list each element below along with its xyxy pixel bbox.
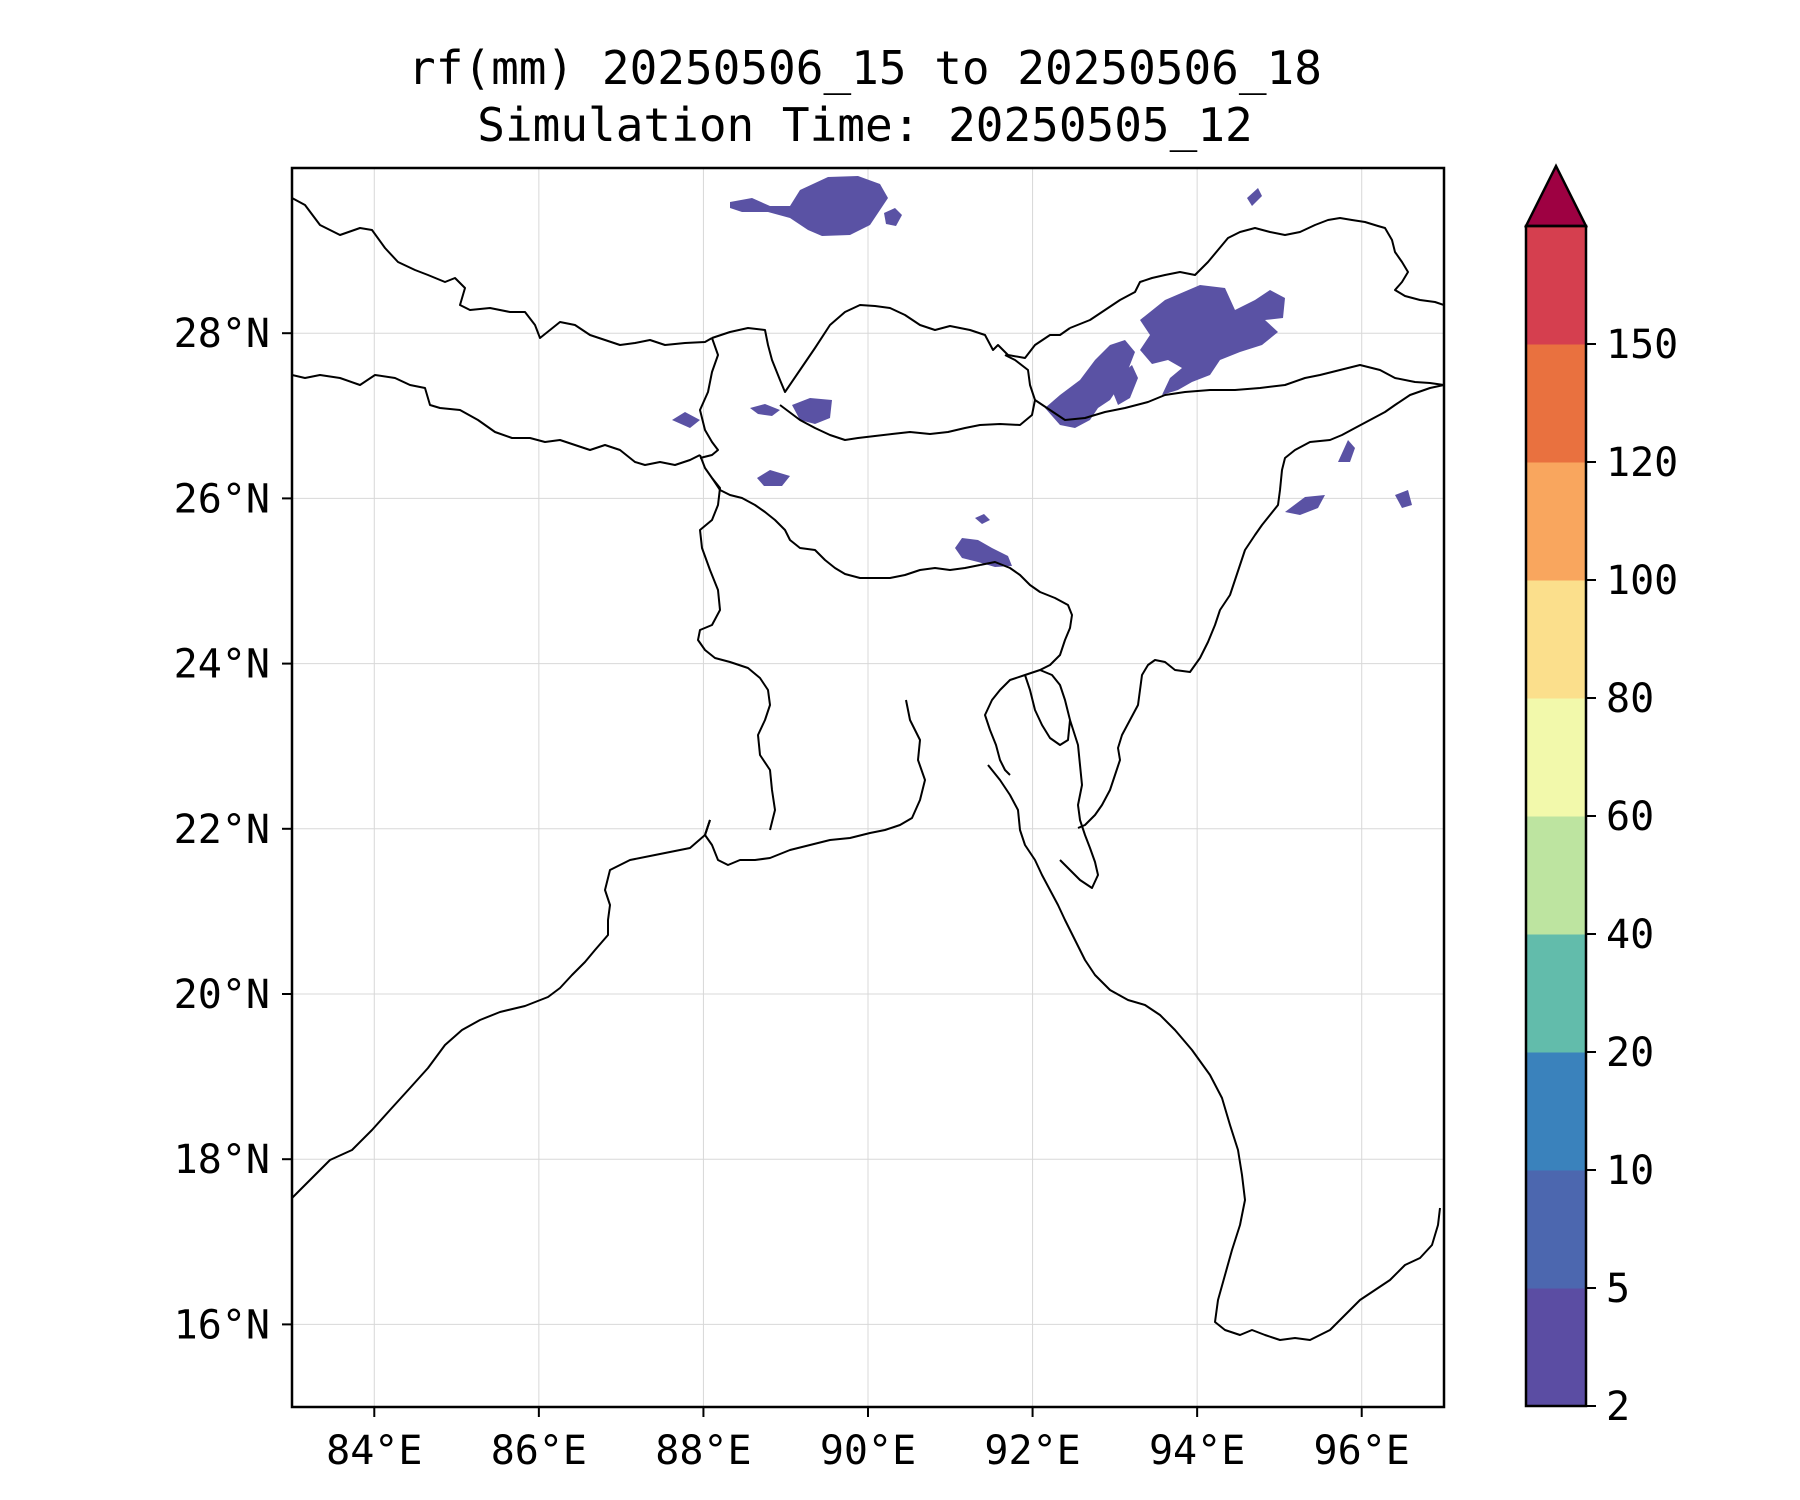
x-tick-label: 86°E bbox=[491, 1428, 587, 1474]
x-tick-label: 88°E bbox=[655, 1428, 751, 1474]
colorbar-tick-label: 80 bbox=[1606, 676, 1654, 722]
rain-patch-bhutan-south bbox=[792, 398, 832, 424]
y-tick-label: 18°N bbox=[174, 1137, 270, 1183]
colorbar: 2 5 10 20 40 60 80 100 120 150 bbox=[1523, 163, 1678, 1430]
rain-patch-assam-small bbox=[975, 514, 990, 524]
rain-patch-sikkim bbox=[672, 412, 700, 428]
border-tripura bbox=[1024, 669, 1071, 746]
y-axis-ticks: 16°N 18°N 20°N 22°N 24°N 26°N 28°N bbox=[174, 311, 292, 1348]
rain-patch-myanmar-border bbox=[1395, 490, 1412, 508]
border-mizoram-chin bbox=[1059, 719, 1099, 889]
x-tick-label: 90°E bbox=[820, 1428, 916, 1474]
border-bhutan-north bbox=[711, 304, 1071, 393]
border-nepal-south bbox=[292, 374, 701, 466]
colorbar-band bbox=[1526, 698, 1586, 817]
colorbar-tick-label: 120 bbox=[1606, 440, 1678, 486]
rain-patch-arunachal-mid bbox=[1112, 365, 1138, 405]
rain-patch-tibet-small bbox=[884, 208, 902, 226]
x-axis-ticks: 84°E 86°E 88°E 90°E 92°E 94°E 96°E bbox=[326, 1407, 1410, 1474]
border-arunachal-tibet bbox=[1069, 217, 1444, 329]
y-tick-label: 22°N bbox=[174, 807, 270, 853]
colorbar-band bbox=[1526, 462, 1586, 581]
border-bangladesh-east bbox=[979, 561, 1073, 776]
x-tick-label: 84°E bbox=[326, 1428, 422, 1474]
colorbar-band bbox=[1526, 1052, 1586, 1171]
x-tick-label: 94°E bbox=[1149, 1428, 1245, 1474]
map-title-line1: rf(mm) 20250506_15 to 20250506_18 bbox=[408, 41, 1322, 95]
rain-patch-upper-assam bbox=[1338, 440, 1355, 462]
y-tick-label: 26°N bbox=[174, 476, 270, 522]
colorbar-band bbox=[1526, 816, 1586, 935]
colorbar-tick-label: 2 bbox=[1606, 1384, 1630, 1430]
colorbar-tick-label: 40 bbox=[1606, 912, 1654, 958]
rain-patch-bengal-north bbox=[757, 470, 790, 486]
coastline-myanmar bbox=[987, 764, 1441, 1341]
colorbar-band bbox=[1526, 934, 1586, 1053]
rain-patch-assam-east bbox=[1285, 495, 1325, 515]
rainfall-patches bbox=[672, 176, 1412, 567]
colorbar-tick-label: 5 bbox=[1606, 1266, 1630, 1312]
map-title-line2: Simulation Time: 20250505_12 bbox=[477, 98, 1253, 152]
colorbar-band bbox=[1526, 226, 1586, 345]
colorbar-tick-label: 60 bbox=[1606, 794, 1654, 840]
y-tick-label: 20°N bbox=[174, 972, 270, 1018]
x-tick-label: 96°E bbox=[1314, 1428, 1410, 1474]
border-bangladesh-india-west bbox=[699, 454, 981, 579]
x-tick-label: 92°E bbox=[984, 1428, 1080, 1474]
colorbar-band bbox=[1526, 344, 1586, 463]
border-assam-arunachal-south bbox=[1034, 364, 1444, 421]
colorbar-tick-label: 100 bbox=[1606, 558, 1678, 604]
border-bhutan-south bbox=[779, 354, 1036, 441]
rain-patch-tibet bbox=[730, 176, 888, 236]
colorbar-tick-label: 150 bbox=[1606, 322, 1678, 368]
colorbar-tick-label: 10 bbox=[1606, 1148, 1654, 1194]
rain-patch-arunachal-east bbox=[1140, 285, 1285, 395]
y-tick-label: 28°N bbox=[174, 311, 270, 357]
coastlines-and-borders bbox=[292, 197, 1444, 1341]
colorbar-band bbox=[1526, 1170, 1586, 1289]
border-myanmar-india bbox=[1077, 384, 1444, 829]
coastline-bengal-delta bbox=[704, 699, 926, 866]
border-sikkim-bhutan bbox=[699, 337, 719, 459]
colorbar-tick-label: 20 bbox=[1606, 1030, 1654, 1076]
y-tick-label: 24°N bbox=[174, 642, 270, 688]
y-tick-label: 16°N bbox=[174, 1302, 270, 1348]
rain-patch-bhutan-west bbox=[750, 404, 780, 416]
rain-patch-arunachal-west bbox=[1045, 340, 1135, 428]
colorbar-extend-triangle bbox=[1523, 163, 1589, 228]
rain-patch-arunachal-ne bbox=[1247, 188, 1262, 206]
border-bangladesh-west bbox=[697, 477, 776, 831]
rain-patch-meghalaya bbox=[955, 538, 1012, 567]
map-gridlines bbox=[292, 168, 1444, 1407]
colorbar-band bbox=[1526, 580, 1586, 699]
border-nepal-north bbox=[292, 197, 713, 346]
colorbar-band bbox=[1526, 1288, 1586, 1407]
coastline-india-east bbox=[292, 819, 711, 1199]
